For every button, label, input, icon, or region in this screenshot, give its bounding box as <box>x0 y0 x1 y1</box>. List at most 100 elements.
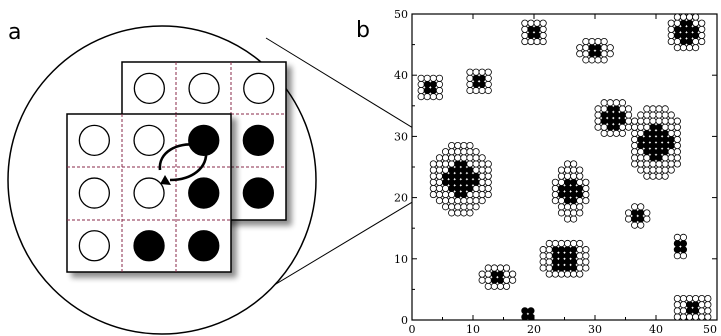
particle-shell <box>545 264 553 272</box>
particle-shell <box>539 246 547 254</box>
particle-shell <box>502 264 511 272</box>
particle-shell <box>570 270 578 278</box>
particle-shell <box>637 166 645 174</box>
particle-shell <box>649 117 657 125</box>
particle-core <box>661 142 669 150</box>
particle-shell <box>624 105 633 113</box>
particle-shell <box>466 154 474 162</box>
particle-shell <box>576 270 584 278</box>
particle-shell <box>673 37 681 46</box>
particle-core <box>570 178 578 186</box>
particle-shell <box>704 313 712 320</box>
particle-core <box>441 172 450 180</box>
particle-shell <box>563 215 572 223</box>
particle-core <box>563 190 572 199</box>
particle-shell <box>570 203 578 211</box>
particle-core <box>423 80 431 88</box>
particle-shell <box>685 44 694 52</box>
particle-shell <box>667 117 675 125</box>
particle-shell <box>435 172 444 180</box>
particle-core <box>685 37 694 46</box>
particle-shell <box>429 74 437 82</box>
particle-core <box>527 25 535 33</box>
particle-shell <box>582 184 590 192</box>
particle-core <box>618 117 627 125</box>
particle-core <box>673 25 681 33</box>
particle-shell <box>551 197 559 205</box>
back-cell-empty <box>188 72 220 104</box>
y-tick-label: 20 <box>394 192 408 205</box>
particle-core <box>490 270 498 278</box>
particle-shell <box>557 209 566 217</box>
particle-core <box>655 148 663 156</box>
particle-core <box>563 197 572 205</box>
particle-shell <box>576 203 584 211</box>
particle-core <box>606 105 614 113</box>
particle-shell <box>600 123 608 131</box>
particle-shell <box>661 172 669 180</box>
front-grid-lines <box>67 114 231 272</box>
back-cell-empty <box>133 72 166 104</box>
particle-core <box>448 166 456 174</box>
particle-shell <box>643 215 651 223</box>
particle-shell <box>472 184 480 192</box>
particle-shell <box>649 160 657 168</box>
particle-core <box>692 301 700 309</box>
particle-shell <box>655 160 663 168</box>
particle-shell <box>582 190 590 199</box>
particle-core <box>570 197 578 205</box>
particle-shell <box>484 184 492 192</box>
particle-shell <box>679 301 688 309</box>
particle-core <box>454 184 462 192</box>
particle-shell <box>502 270 511 278</box>
particle-shell <box>649 172 657 180</box>
particle-shell <box>582 56 590 64</box>
particle-core <box>460 172 468 180</box>
particle-shell <box>466 74 474 82</box>
back-cell-empty <box>243 72 275 104</box>
particle-shell <box>704 295 712 303</box>
particle-shell <box>618 129 627 137</box>
particle-core <box>472 80 480 88</box>
particle-shell <box>618 105 627 113</box>
particle-shell <box>679 252 688 260</box>
particle-shell <box>698 301 706 309</box>
particle-core <box>685 307 694 315</box>
particle-core <box>496 276 505 284</box>
particle-shell <box>570 172 578 180</box>
particle-shell <box>582 44 590 52</box>
particle-core <box>563 252 572 260</box>
particle-shell <box>484 74 492 82</box>
particle-shell <box>502 276 511 284</box>
particle-shell <box>448 190 456 199</box>
particle-shell <box>624 215 633 223</box>
particle-shell <box>692 14 700 21</box>
particle-shell <box>600 50 608 58</box>
particle-shell <box>637 129 645 137</box>
particle-shell <box>448 160 456 168</box>
particle-shell <box>551 178 559 186</box>
y-tick-label: 40 <box>394 69 408 82</box>
particle-core <box>557 252 566 260</box>
particle-shell <box>661 154 669 162</box>
particle-shell <box>685 14 694 21</box>
particle-shell <box>576 166 584 174</box>
particle-shell <box>448 154 456 162</box>
particle-shell <box>496 282 505 290</box>
lattice-particles <box>417 14 712 320</box>
particle-shell <box>539 258 547 266</box>
particle-core <box>472 172 480 180</box>
particle-shell <box>582 197 590 205</box>
particle-shell <box>466 142 474 150</box>
particle-shell <box>631 148 639 156</box>
particle-shell <box>423 74 431 82</box>
particle-core <box>655 123 663 131</box>
particle-core <box>448 178 456 186</box>
particle-core <box>563 178 572 186</box>
particle-core <box>667 135 675 144</box>
particle-shell <box>484 190 492 199</box>
particle-shell <box>509 276 517 284</box>
particle-shell <box>576 44 584 52</box>
particle-core <box>454 166 462 174</box>
particle-shell <box>576 246 584 254</box>
